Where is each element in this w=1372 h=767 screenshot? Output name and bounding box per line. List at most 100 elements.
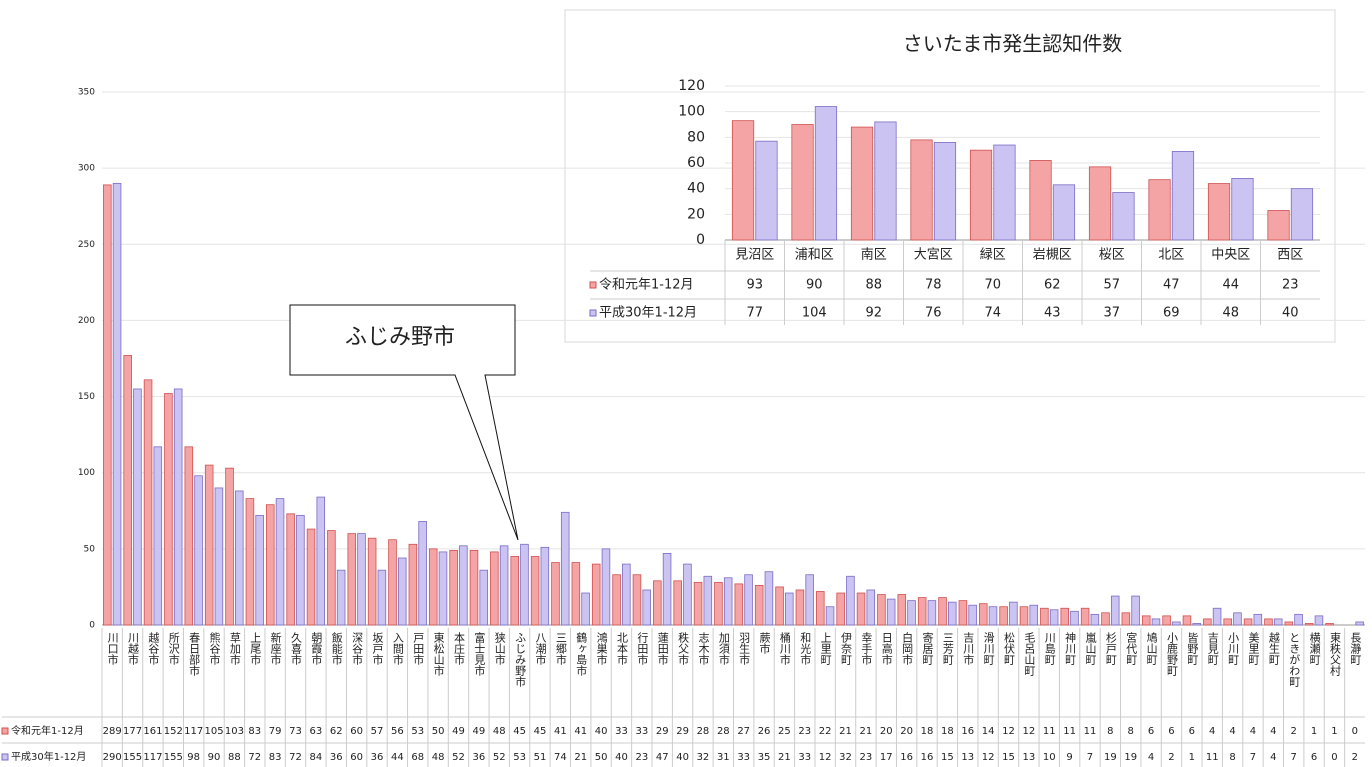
bar: [1148, 179, 1171, 241]
bar: [520, 543, 529, 626]
bar: [993, 144, 1016, 241]
table-value: 29: [656, 726, 669, 737]
bar: [744, 574, 753, 626]
x-tick-label: 蓮田市: [656, 631, 669, 666]
x-tick-label: 桜区: [1099, 248, 1125, 263]
table-value: 7: [1291, 752, 1297, 763]
x-tick-label: 浦和区: [795, 248, 834, 263]
table-value: 63: [310, 726, 323, 737]
table-value: 52: [493, 752, 506, 763]
x-tick-label: 日高市: [880, 632, 893, 666]
x-tick-label: 寄居町: [921, 631, 934, 665]
bar: [510, 556, 520, 626]
x-tick-label: 春日部市: [188, 632, 201, 677]
table-value: 52: [452, 752, 465, 763]
table-value: 16: [921, 752, 934, 763]
table-value: 12: [819, 752, 832, 763]
table-value: 40: [676, 752, 689, 763]
table-value: 41: [574, 726, 587, 737]
x-tick-label: 幸手市: [860, 632, 873, 666]
bar: [357, 533, 366, 626]
x-tick-label: 桶川市: [778, 631, 791, 666]
table-value: 56: [391, 726, 404, 737]
x-tick-label: 鳩山町: [1145, 631, 1158, 665]
table-value: 45: [513, 726, 526, 737]
bar: [622, 563, 631, 626]
bar: [791, 124, 814, 241]
table-value: 7: [1087, 752, 1093, 763]
bar: [917, 597, 927, 626]
bar: [418, 521, 427, 626]
table-value: 44: [391, 752, 404, 763]
table-value: 117: [143, 752, 162, 763]
bar: [1080, 607, 1090, 626]
table-value: 6: [1311, 752, 1317, 763]
bar: [469, 549, 479, 626]
x-tick-label: ふじみ野市: [514, 632, 527, 688]
bar: [714, 581, 723, 626]
table-value: 23: [1282, 278, 1299, 293]
bar: [336, 569, 346, 626]
y-tick-label: 100: [678, 104, 705, 120]
bar: [933, 142, 957, 241]
bar: [907, 600, 916, 626]
table-value: 14: [982, 726, 995, 737]
bar: [1172, 621, 1181, 626]
bar: [1243, 618, 1253, 626]
table-value: 15: [941, 752, 954, 763]
table-value: 289: [103, 726, 122, 737]
table-value: 2: [1291, 726, 1297, 737]
bar: [560, 511, 570, 626]
bar: [816, 591, 825, 626]
table-value: 1: [1189, 752, 1195, 763]
table-value: 33: [798, 752, 811, 763]
table-value: 78: [925, 278, 942, 293]
table-value: 4: [1229, 726, 1235, 737]
bar: [408, 543, 418, 626]
legend-swatch: [589, 309, 597, 317]
table-value: 16: [961, 726, 974, 737]
bar: [632, 574, 642, 626]
y-tick-label: 0: [696, 232, 705, 248]
table-value: 36: [371, 752, 384, 763]
table-value: 21: [860, 726, 873, 737]
table-value: 93: [746, 278, 763, 293]
table-value: 13: [961, 752, 974, 763]
bar: [866, 589, 876, 626]
x-tick-label: 上里町: [819, 632, 832, 665]
table-value: 17: [880, 752, 893, 763]
bar: [1090, 613, 1100, 626]
x-tick-label: 神川町: [1064, 631, 1077, 665]
bar: [1355, 621, 1364, 626]
bar: [479, 569, 489, 626]
table-value: 11: [1043, 726, 1056, 737]
legend-swatch: [589, 281, 597, 289]
x-tick-label: 嵐山町: [1084, 632, 1097, 665]
bar: [296, 514, 305, 626]
table-value: 152: [164, 726, 183, 737]
table-value: 98: [187, 752, 200, 763]
table-value: 26: [758, 726, 771, 737]
bar: [235, 490, 244, 626]
y-tick-label: 80: [687, 129, 705, 145]
table-value: 47: [656, 752, 669, 763]
table-value: 60: [350, 752, 363, 763]
table-value: 31: [717, 752, 730, 763]
bar: [764, 571, 774, 626]
legend-swatch: [1, 727, 9, 735]
table-value: 0: [1352, 726, 1358, 737]
table-value: 117: [184, 726, 203, 737]
table-value: 104: [802, 306, 827, 321]
table-value: 155: [164, 752, 183, 763]
annotation: ふじみ野市: [345, 325, 455, 350]
bar: [775, 586, 784, 626]
legend-swatch: [1, 753, 9, 761]
bar: [306, 528, 316, 626]
table-value: 8: [1107, 726, 1113, 737]
x-tick-label: 白岡市: [901, 631, 914, 666]
table-value: 53: [513, 752, 526, 763]
x-tick-label: 大宮区: [914, 247, 953, 263]
table-value: 11: [1206, 752, 1219, 763]
table-value: 28: [697, 726, 710, 737]
table-value: 23: [860, 752, 873, 763]
